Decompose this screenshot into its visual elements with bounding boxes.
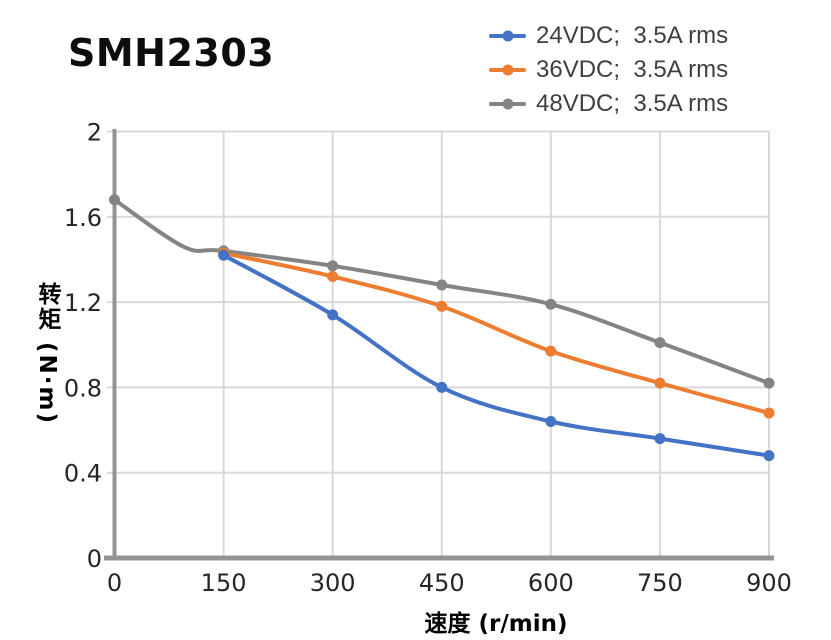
x-axis-title: 速度 (r/min) (424, 611, 568, 637)
legend-dot-icon (502, 30, 513, 42)
y-axis-title: 转矩 (N·m) (34, 282, 60, 425)
y-tick-label: 1.6 (64, 204, 102, 232)
series-marker-48vdc (436, 279, 448, 291)
y-tick-label: 1.2 (64, 289, 102, 317)
x-tick-label: 450 (419, 569, 465, 597)
legend-line-marker-icon (489, 64, 526, 76)
series-marker-36vdc (327, 271, 339, 283)
series-marker-36vdc (763, 407, 775, 419)
series-marker-48vdc (654, 337, 666, 349)
legend-item-label: 48VDC; 3.5A rms (536, 90, 729, 117)
y-tick-label: 0.4 (64, 460, 102, 488)
series-marker-24vdc (327, 309, 339, 321)
legend: 24VDC; 3.5A rms 36VDC; 3.5A rms 48VDC; 3.5… (489, 19, 728, 121)
series-marker-36vdc (654, 377, 666, 389)
x-tick-label: 900 (746, 569, 792, 597)
chart-title: SMH2303 (68, 31, 275, 75)
legend-line-marker-icon (489, 30, 526, 42)
series-marker-24vdc (763, 450, 775, 462)
x-tick-label: 600 (528, 569, 574, 597)
legend-item-label: 24VDC; 3.5A rms (536, 22, 729, 49)
x-tick-label: 300 (310, 569, 356, 597)
series-marker-24vdc (218, 249, 230, 261)
series-line-24vdc (221, 253, 771, 458)
legend-dot-icon (502, 64, 513, 76)
legend-dot-icon (502, 98, 513, 110)
series-marker-48vdc (763, 377, 775, 389)
series-marker-48vdc (327, 260, 339, 272)
legend-item-36vdc: 36VDC; 3.5A rms (489, 53, 728, 87)
y-tick-label: 0 (87, 545, 102, 573)
x-tick-label: 0 (107, 569, 122, 597)
series-marker-36vdc (436, 300, 448, 312)
legend-item-label: 36VDC; 3.5A rms (536, 56, 729, 83)
legend-line-marker-icon (489, 98, 526, 110)
x-tick-label: 150 (201, 569, 247, 597)
series-marker-24vdc (545, 416, 557, 428)
x-tick-label: 750 (637, 569, 683, 597)
y-tick-label: 0.8 (64, 374, 102, 402)
series-marker-36vdc (545, 345, 557, 357)
series-marker-24vdc (436, 381, 448, 393)
legend-item-24vdc: 24VDC; 3.5A rms (489, 19, 728, 53)
series-marker-48vdc (545, 298, 557, 310)
series-line-36vdc (221, 251, 771, 415)
y-tick-label: 2 (87, 119, 102, 147)
legend-item-48vdc: 48VDC; 3.5A rms (489, 87, 728, 121)
series-marker-48vdc (109, 194, 120, 206)
series-marker-24vdc (654, 433, 666, 445)
